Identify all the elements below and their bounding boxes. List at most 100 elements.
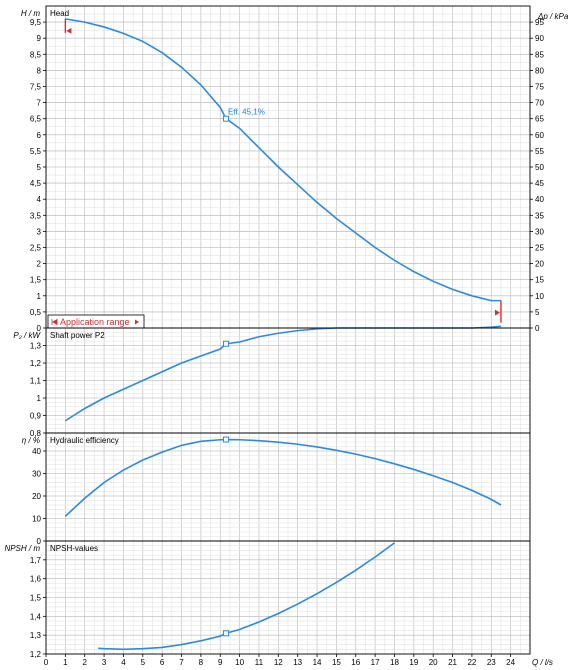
y-tick-label: 2,5 (30, 244, 42, 253)
y-tick-label: 0,8 (30, 429, 42, 438)
y2-tick-label: 85 (535, 50, 544, 59)
y2-tick-label: 55 (535, 147, 544, 156)
y-tick-label: 1 (37, 292, 42, 301)
application-range-icon-left (51, 318, 58, 326)
y-axis-label: P₂ / kW (13, 331, 41, 340)
x-tick-label: 13 (293, 658, 302, 667)
x-tick-label: 3 (102, 658, 107, 667)
x-tick-label: 24 (506, 658, 515, 667)
y2-tick-label: 20 (535, 260, 544, 269)
range-start-arrow (66, 27, 72, 34)
y2-tick-label: 35 (535, 211, 544, 220)
y-tick-label: 1,2 (30, 650, 42, 659)
x-tick-label: 2 (82, 658, 87, 667)
x-tick-label: 12 (274, 658, 283, 667)
duty-point-marker (223, 340, 230, 347)
y2-tick-label: 95 (535, 18, 544, 27)
x-tick-label: 23 (487, 658, 496, 667)
y2-tick-label: 90 (535, 34, 544, 43)
y2-tick-label: 50 (535, 163, 544, 172)
y-tick-label: 4 (37, 195, 42, 204)
y-tick-label: 0 (37, 324, 42, 333)
curve-layer (64, 18, 502, 651)
duty-point-marker (223, 115, 230, 122)
y-tick-label: 1,4 (30, 612, 42, 621)
y-axis-label: η / % (22, 436, 40, 445)
y-tick-label: 9 (37, 34, 42, 43)
y-tick-label: 1,1 (30, 377, 42, 386)
y2-tick-label: 10 (535, 292, 544, 301)
tick-layer: 0 0,5 1 1,5 2 2,5 3 3,5 4 4,5 5 5,5 6 6,5 7 7,5 8 8,5 9 9,5… (4, 9, 568, 667)
x-tick-label: 18 (390, 658, 399, 667)
x-tick-label: 9 (218, 658, 223, 667)
series-line (64, 438, 502, 517)
y2-tick-label: 25 (535, 244, 544, 253)
y-axis-label: H / m (21, 9, 40, 18)
x-tick-label: 11 (255, 658, 264, 667)
y-tick-label: 1,5 (30, 594, 42, 603)
panel-frame (45, 540, 531, 655)
x-tick-label: 17 (371, 658, 380, 667)
y-axis-label: NPSH / m (4, 544, 40, 553)
y-tick-label: 0,9 (30, 412, 42, 421)
y-tick-label: 1,3 (30, 342, 42, 351)
panel-title: NPSH-values (50, 544, 98, 553)
y-tick-label: 20 (32, 492, 41, 501)
y2-tick-label: 0 (535, 324, 540, 333)
overlay-layer: Head Eff. 45,1% Application range Shaft pow… (45, 5, 531, 655)
efficiency-annotation: Eff. 45,1% (228, 108, 265, 117)
panel-title: Shaft power P2 (50, 331, 105, 340)
panel-title: Head (50, 9, 69, 18)
y-tick-label: 1 (37, 394, 42, 403)
y2-tick-label: 45 (535, 179, 544, 188)
x-tick-label: 16 (351, 658, 360, 667)
y-tick-label: 5 (37, 163, 42, 172)
y-tick-label: 1,2 (30, 359, 42, 368)
series-line (98, 542, 395, 651)
y-tick-label: 30 (32, 470, 41, 479)
x-tick-label: 20 (429, 658, 438, 667)
x-tick-label: 0 (44, 658, 49, 667)
series-line (65, 18, 501, 302)
x-tick-label: 7 (179, 658, 184, 667)
y-tick-label: 2 (37, 260, 42, 269)
x-tick-label: 22 (467, 658, 476, 667)
x-tick-label: 4 (121, 658, 126, 667)
y-tick-label: 1,5 (30, 276, 42, 285)
y-tick-label: 10 (32, 515, 41, 524)
y2-tick-label: 60 (535, 131, 544, 140)
y-tick-label: 1,6 (30, 575, 42, 584)
duty-point-marker (223, 630, 230, 637)
x-tick-label: 21 (448, 658, 457, 667)
panel-title: Hydraulic efficiency (50, 436, 119, 445)
y-tick-label: 7 (37, 99, 42, 108)
y-tick-label: 3 (37, 227, 42, 236)
y-tick-label: 7,5 (30, 83, 42, 92)
x-tick-label: 10 (235, 658, 244, 667)
x-tick-label: 5 (141, 658, 146, 667)
x-tick-label: 15 (332, 658, 341, 667)
y2-tick-label: 15 (535, 276, 544, 285)
grid-layer (45, 5, 531, 655)
x-tick-label: 6 (160, 658, 165, 667)
y-tick-label: 4,5 (30, 179, 42, 188)
range-end-arrow (494, 309, 500, 316)
y-tick-label: 8,5 (30, 50, 42, 59)
y-tick-label: 5,5 (30, 147, 42, 156)
duty-point-marker (223, 436, 230, 443)
y-tick-label: 0,5 (30, 308, 42, 317)
y2-tick-label: 5 (535, 308, 540, 317)
y2-tick-label: 75 (535, 83, 544, 92)
x-tick-label: 8 (199, 658, 204, 667)
y2-tick-label: 40 (535, 195, 544, 204)
x-axis-label: Q / l/s (532, 658, 553, 667)
y-tick-label: 0 (37, 537, 42, 546)
y-tick-label: 6,5 (30, 115, 42, 124)
y-tick-label: 9,5 (30, 18, 42, 27)
y-tick-label: 1,7 (30, 556, 42, 565)
y2-tick-label: 30 (535, 227, 544, 236)
y-tick-label: 1,3 (30, 631, 42, 640)
y2-tick-label: 65 (535, 115, 544, 124)
application-range-label: Application range (60, 317, 130, 327)
